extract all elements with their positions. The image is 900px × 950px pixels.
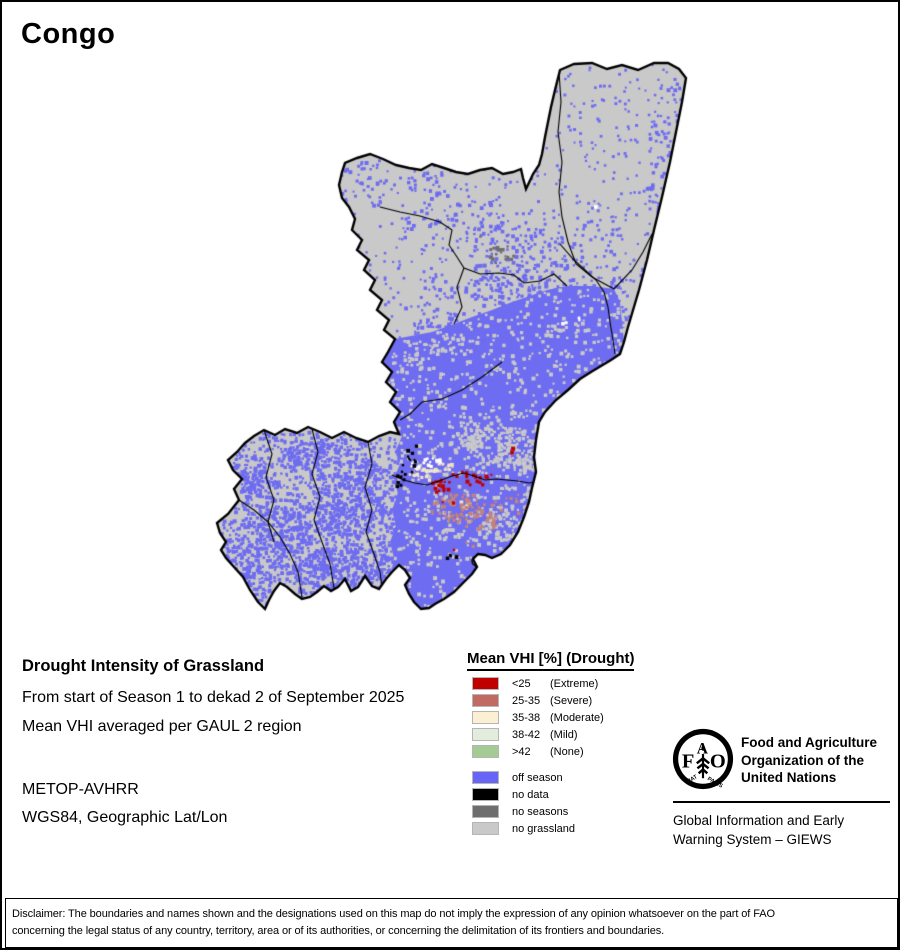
legend-range: 35-38 [512,711,541,724]
svg-text:O: O [710,751,726,773]
legend-label: no grassland [512,822,575,835]
svg-text:FIAT: FIAT [685,774,699,785]
legend-label: (Mild) [550,728,578,741]
legend-swatch-off-season [472,771,499,784]
svg-text:F: F [682,751,695,773]
footer-divider [673,801,890,803]
aggregation-line: Mean VHI averaged per GAUL 2 region [22,718,302,735]
legend: Mean VHI [%] (Drought) <25 (Extreme) 25-3… [467,650,682,839]
legend-label: (Severe) [550,694,593,707]
legend-row-moderate: 35-38 (Moderate) [472,711,682,724]
legend-label: off season [512,771,563,784]
sensor-line: METOP-AVHRR [22,781,139,798]
projection-line: WGS84, Geographic Lat/Lon [22,809,228,826]
legend-swatch-moderate [472,711,499,724]
legend-row-no-seasons: no seasons [472,805,682,818]
legend-range: 38-42 [512,728,541,741]
legend-swatch-none [472,745,499,758]
legend-title: Mean VHI [%] (Drought) [467,650,635,671]
legend-range: 25-35 [512,694,541,707]
legend-label: no data [512,788,549,801]
fao-organization-name: Food and Agriculture Organization of the… [741,735,877,785]
legend-row-no-grassland: no grassland [472,822,682,835]
legend-row-extreme: <25 (Extreme) [472,677,682,690]
period-line: From start of Season 1 to dekad 2 of Sep… [22,689,405,706]
disclaimer-line-1: Disclaimer: The boundaries and names sho… [12,908,775,920]
legend-row-no-data: no data [472,788,682,801]
legend-range: <25 [512,677,531,690]
legend-label: (Moderate) [550,711,604,724]
legend-swatch-no-grassland [472,822,499,835]
legend-label: no seasons [512,805,569,818]
fao-logo-icon: F O A FIAT PANIS [672,728,734,790]
legend-row-mild: 38-42 (Mild) [472,728,682,741]
legend-label: (Extreme) [550,677,599,690]
page-title: Congo [21,18,116,50]
map-subtitle: Drought Intensity of Grassland [22,657,265,675]
legend-swatch-no-seasons [472,805,499,818]
legend-row-severe: 25-35 (Severe) [472,694,682,707]
legend-label: (None) [550,745,584,758]
legend-swatch-extreme [472,677,499,690]
legend-row-none: >42 (None) [472,745,682,758]
legend-range: >42 [512,745,531,758]
giews-system-name: Global Information and Early Warning Sys… [673,813,845,847]
legend-row-off-season: off season [472,771,682,784]
disclaimer-line-2: concerning the legal status of any count… [12,924,665,937]
legend-swatch-mild [472,728,499,741]
legend-season-group: off season no data no seasons no grassla… [467,771,682,835]
disclaimer: Disclaimer: The boundaries and names sho… [5,898,898,948]
legend-swatch-severe [472,694,499,707]
legend-swatch-no-data [472,788,499,801]
